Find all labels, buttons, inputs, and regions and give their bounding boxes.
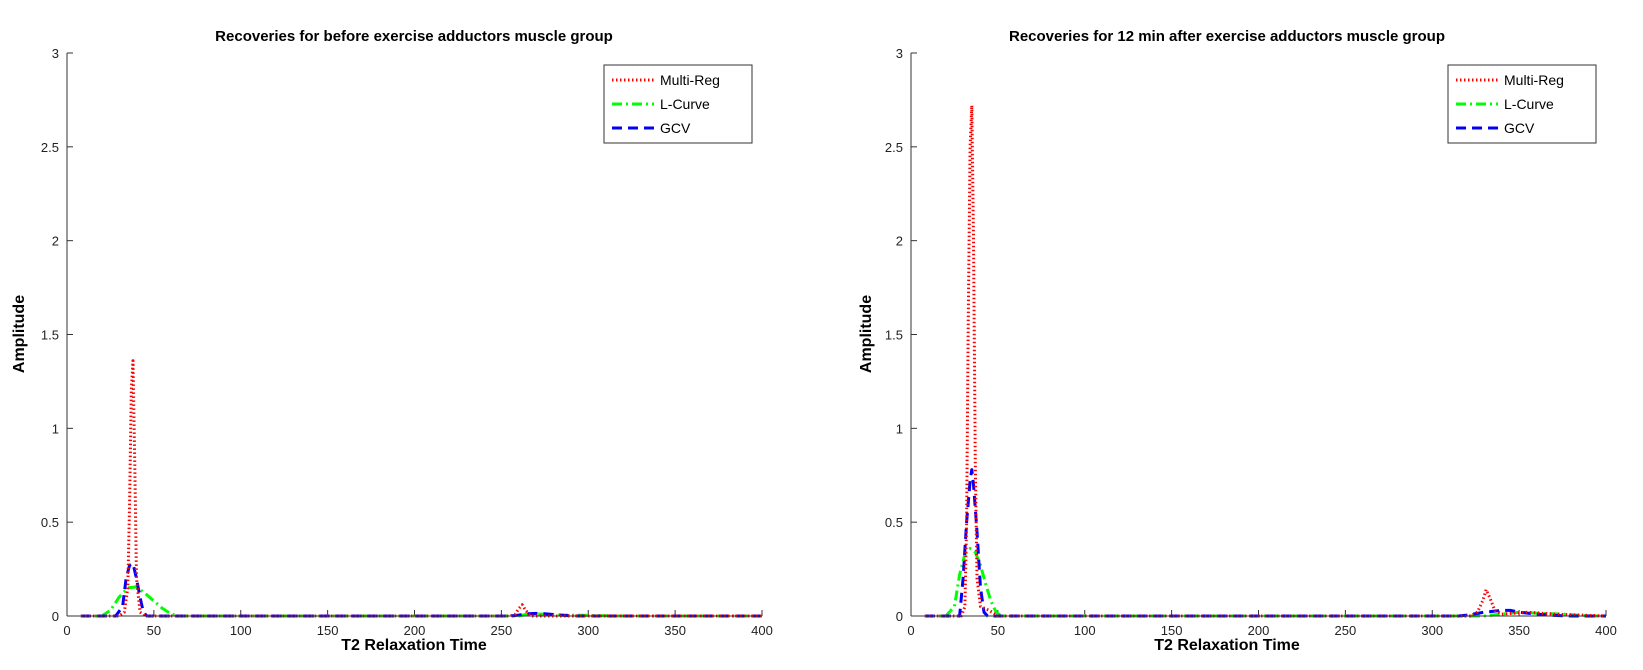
series-line-multi-reg [924, 104, 1607, 618]
y-tick-label: 2.5 [885, 140, 903, 155]
series-line-l-curve [80, 585, 762, 618]
x-tick-label: 50 [147, 623, 161, 638]
y-tick-label: 3 [52, 46, 59, 61]
legend-label-multi-reg: Multi-Reg [1504, 72, 1564, 88]
x-tick-label: 300 [577, 623, 599, 638]
chart-title: Recoveries for before exercise adductors… [215, 28, 613, 45]
x-tick-label: 150 [317, 623, 339, 638]
axes-frame [910, 53, 1606, 617]
y-axis-label: Amplitude [11, 295, 28, 373]
x-tick-label: 100 [1074, 623, 1096, 638]
series-line-gcv [80, 562, 762, 618]
legend-label-multi-reg: Multi-Reg [660, 72, 720, 88]
x-tick-label: 0 [907, 623, 914, 638]
x-tick-label: 400 [751, 623, 773, 638]
y-tick-label: 0.5 [885, 515, 903, 530]
y-tick-label: 1 [52, 421, 59, 436]
y-axis-label: Amplitude [858, 295, 875, 373]
x-tick-label: 200 [404, 623, 426, 638]
legend-box [603, 64, 753, 144]
y-tick-label: 1 [896, 421, 903, 436]
series-line-multi-reg [80, 359, 762, 618]
legend-label-gcv: GCV [660, 120, 691, 136]
series-layer [80, 359, 762, 618]
y-tick-label: 0.5 [41, 515, 59, 530]
y-tick-label: 2 [52, 234, 59, 249]
x-tick-label: 400 [1595, 623, 1617, 638]
series-line-gcv [924, 468, 1606, 618]
x-tick-label: 200 [1248, 623, 1270, 638]
chart-before-exercise: Recoveries for before exercise adductors… [11, 28, 773, 654]
y-tick-label: 2 [896, 234, 903, 249]
y-tick-label: 3 [896, 46, 903, 61]
y-tick-label: 1.5 [885, 328, 903, 343]
legend-label-gcv: GCV [1504, 120, 1535, 136]
legend: Multi-Reg L-Curve GCV [1447, 64, 1597, 144]
series-layer [924, 104, 1607, 618]
chart-12-min-after-exercise: Recoveries for 12 min after exercise add… [858, 28, 1617, 654]
x-tick-label: 250 [491, 623, 513, 638]
x-tick-label: 300 [1421, 623, 1443, 638]
chart-title: Recoveries for 12 min after exercise add… [1009, 28, 1445, 45]
y-tick-label: 0 [52, 609, 59, 624]
axis-ticks: 0 50 100 150 200 250 300 350 400 0 0.5 1 1.5 2 2.5 3 [885, 46, 1617, 638]
x-tick-label: 350 [664, 623, 686, 638]
x-tick-label: 100 [230, 623, 252, 638]
x-tick-label: 250 [1335, 623, 1357, 638]
y-tick-label: 1.5 [41, 328, 59, 343]
x-tick-label: 0 [63, 623, 70, 638]
legend-box [1447, 64, 1597, 144]
series-line-l-curve [924, 546, 1606, 618]
x-axis-label: T2 Relaxation Time [341, 637, 487, 654]
legend-label-l-curve: L-Curve [660, 96, 710, 112]
x-tick-label: 350 [1508, 623, 1530, 638]
x-axis-label: T2 Relaxation Time [1154, 637, 1300, 654]
x-tick-label: 150 [1161, 623, 1183, 638]
y-tick-label: 2.5 [41, 140, 59, 155]
legend-label-l-curve: L-Curve [1504, 96, 1554, 112]
axes-frame [66, 53, 762, 617]
legend: Multi-Reg L-Curve GCV [603, 64, 753, 144]
y-tick-label: 0 [896, 609, 903, 624]
x-tick-label: 50 [991, 623, 1005, 638]
